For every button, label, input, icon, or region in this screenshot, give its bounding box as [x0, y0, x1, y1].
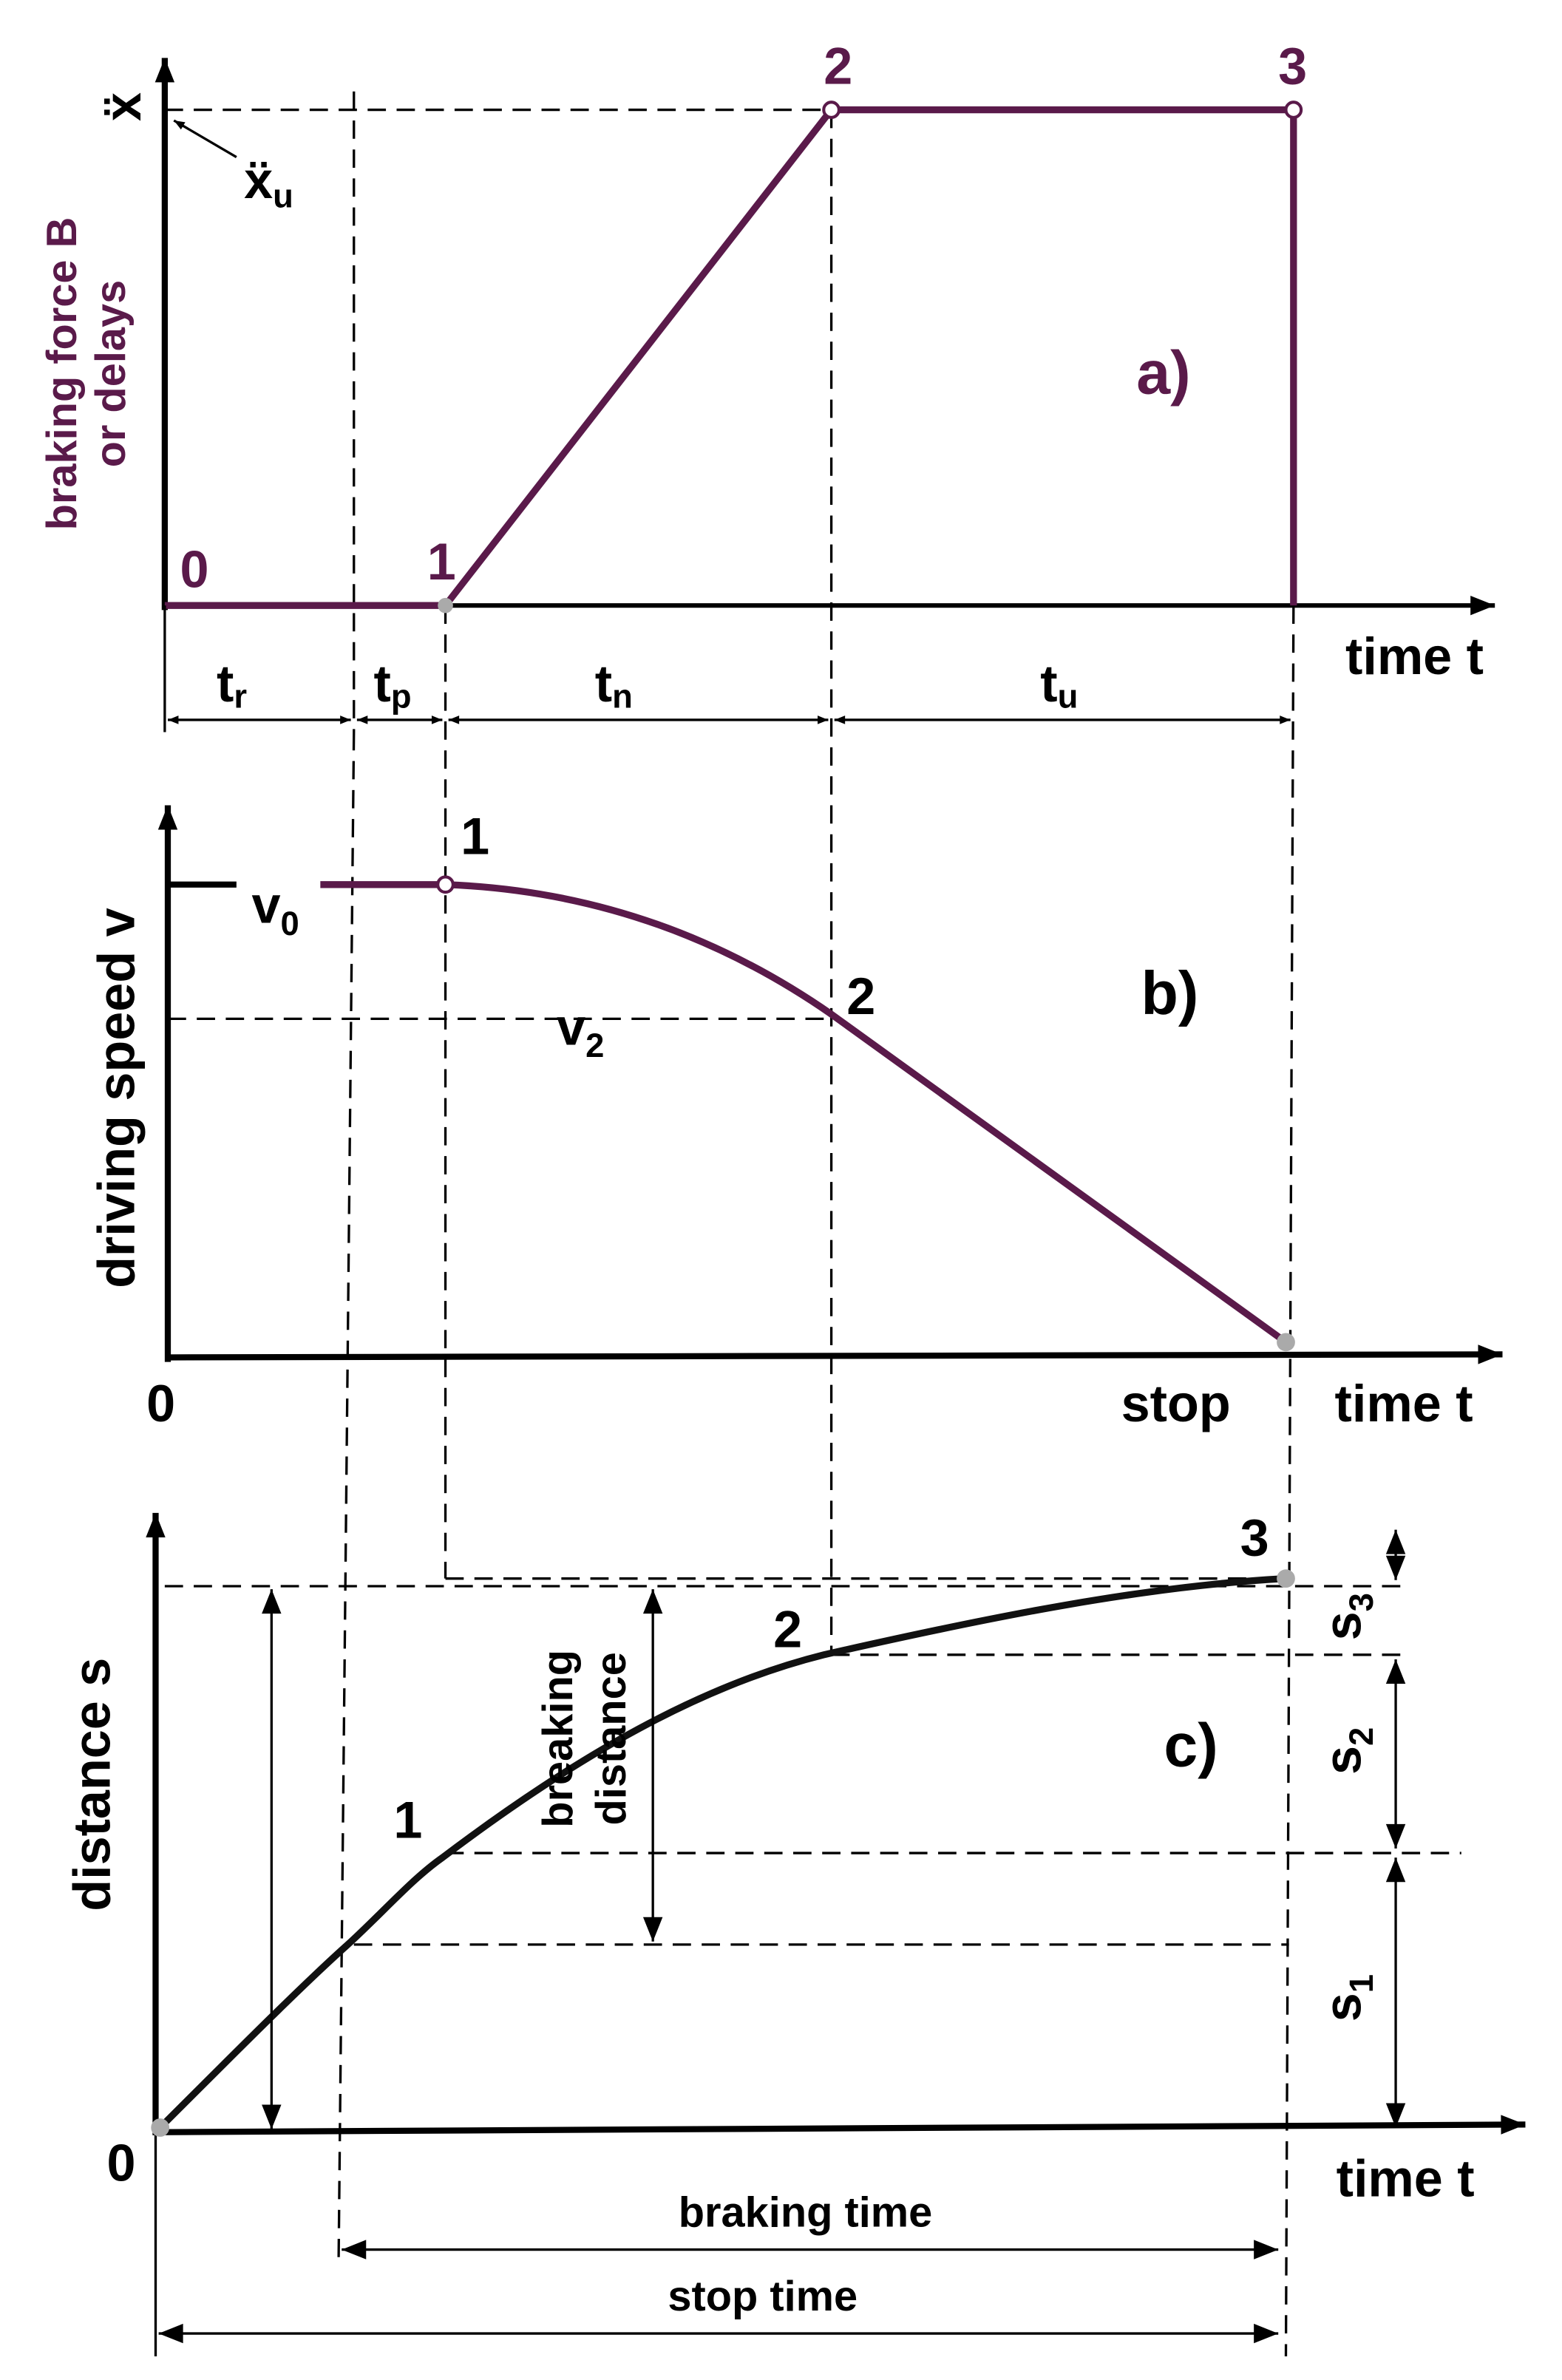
s-main: s: [1314, 1993, 1372, 2022]
interval-main: t: [1040, 654, 1057, 713]
segment-label: s3: [1314, 1593, 1381, 1640]
segment-label: s2: [1314, 1727, 1381, 1775]
panel-a: ẍ ẍu braking force B or delays 0 1 2 3 a…: [38, 36, 1495, 732]
interval-sub: p: [391, 677, 412, 715]
interval-main: t: [217, 654, 234, 713]
distance-label: breaking: [534, 1650, 582, 1828]
v-sub: 2: [585, 1027, 604, 1064]
interval-label: tp: [374, 654, 412, 715]
x-axis-label: time t: [1337, 2149, 1475, 2207]
point-label: 2: [824, 36, 852, 95]
panel-label: a): [1136, 339, 1190, 407]
v0-label: v0: [251, 875, 299, 942]
panel-label: b): [1141, 959, 1198, 1027]
point-label: 0: [180, 540, 209, 598]
interval-main: t: [595, 654, 612, 713]
s-sub: 1: [1342, 1974, 1380, 1993]
y-axis-label: driving speed v: [87, 908, 146, 1288]
point-label: 2: [773, 1600, 802, 1659]
limit-symbol: ẍu: [244, 151, 293, 214]
stop-label: stop: [1121, 1374, 1231, 1432]
symbol-sub: u: [273, 177, 293, 215]
segment-label: s1: [1314, 1974, 1381, 2022]
interval-sub: n: [612, 677, 633, 715]
s-sub: 2: [1342, 1727, 1380, 1746]
s-main: s: [1314, 1611, 1372, 1640]
v-main: v: [557, 997, 585, 1055]
point-label: 0: [106, 2134, 135, 2192]
point-label: 3: [1278, 36, 1307, 95]
y-axis-label: or delays: [87, 280, 135, 468]
point-label: 1: [461, 807, 489, 866]
v-main: v: [251, 875, 280, 934]
interval-label: tn: [595, 654, 633, 715]
symbol-main: ẍ: [244, 151, 273, 209]
interval-main: t: [374, 654, 391, 713]
v2-label: v2: [557, 997, 604, 1064]
interval-sub: u: [1058, 677, 1079, 715]
guides: [154, 91, 1295, 2357]
interval-label: tu: [1040, 654, 1078, 715]
panel-c: distance s 0 1 2 3 c) breaking distance …: [63, 1509, 1526, 2344]
v-sub: 0: [281, 905, 299, 942]
distance-label: distance: [588, 1652, 635, 1825]
s-main: s: [1314, 1746, 1372, 1775]
point-label: 3: [1240, 1509, 1269, 1567]
interval-label: tr: [217, 654, 247, 715]
x-axis-label: time t: [1335, 1374, 1473, 1432]
stop-time-label: stop time: [668, 2273, 858, 2320]
s-sub: 3: [1342, 1593, 1380, 1611]
point-label: 1: [393, 1790, 422, 1849]
panel-label: c): [1164, 1711, 1218, 1779]
braking-time-label: braking time: [679, 2189, 932, 2237]
panel-b: v0 v2 1 2 b) driving speed v 0 stop time…: [87, 805, 1503, 1432]
y-symbol: ẍ: [93, 92, 152, 121]
point-label: 2: [846, 967, 875, 1025]
interval-sub: r: [234, 677, 247, 715]
y-axis-label: braking force B: [38, 217, 86, 531]
point-label: 1: [427, 532, 456, 591]
y-axis-label: distance s: [63, 1658, 121, 1911]
x-axis-label: time t: [1345, 627, 1484, 685]
origin-label: 0: [146, 1374, 175, 1432]
